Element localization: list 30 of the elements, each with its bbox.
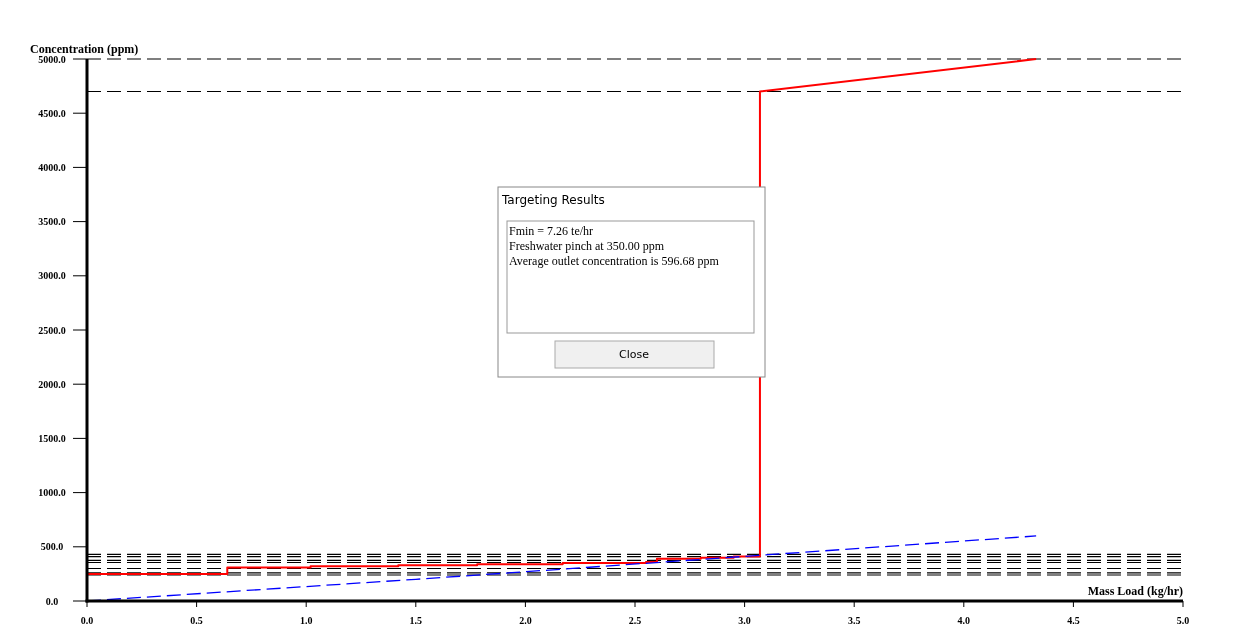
x-tick-label: 2.0 (519, 615, 532, 626)
annotation: Close (619, 348, 650, 361)
x-tick-label: 3.0 (738, 615, 751, 626)
y-tick-label: 3000.0 (38, 270, 66, 282)
x-tick-label: 4.5 (1067, 615, 1080, 626)
x-tick-label: 1.0 (299, 615, 313, 626)
y-axis-title: Concentration (ppm) (30, 42, 139, 56)
x-axis-title: Mass Load (kg/hr) (1087, 584, 1183, 598)
x-tick-label: 4.0 (957, 615, 971, 626)
x-tick-label: 5.0 (1176, 615, 1190, 626)
x-tick-label: 1.5 (409, 615, 423, 626)
annotation: Fmin = 7.26 te/hr (509, 224, 594, 238)
annotation: Average outlet concentration is 596.68 ppm (509, 254, 720, 268)
y-tick-label: 1500.0 (38, 432, 66, 444)
y-tick-label: 1000.0 (38, 487, 66, 499)
close-button: Close (554, 340, 715, 369)
y-tick-label: 0.0 (45, 595, 59, 607)
x-tick-label: 2.5 (628, 615, 642, 626)
y-tick-label: 4000.0 (38, 161, 66, 173)
y-tick-label: 4500.0 (38, 107, 66, 119)
y-tick-label: 2500.0 (38, 324, 66, 336)
annotation: Freshwater pinch at 350.00 ppm (509, 239, 665, 253)
y-tick-label: 5000.0 (38, 53, 66, 65)
y-tick-label: 500.0 (40, 541, 64, 553)
annotation: Targeting Results (501, 193, 605, 207)
x-tick-label: 0.0 (80, 615, 94, 626)
y-tick-label: 3500.0 (38, 216, 66, 228)
x-tick-label: 3.5 (847, 615, 861, 626)
y-tick-label: 2000.0 (38, 378, 66, 390)
x-tick-label: 0.5 (190, 615, 203, 626)
